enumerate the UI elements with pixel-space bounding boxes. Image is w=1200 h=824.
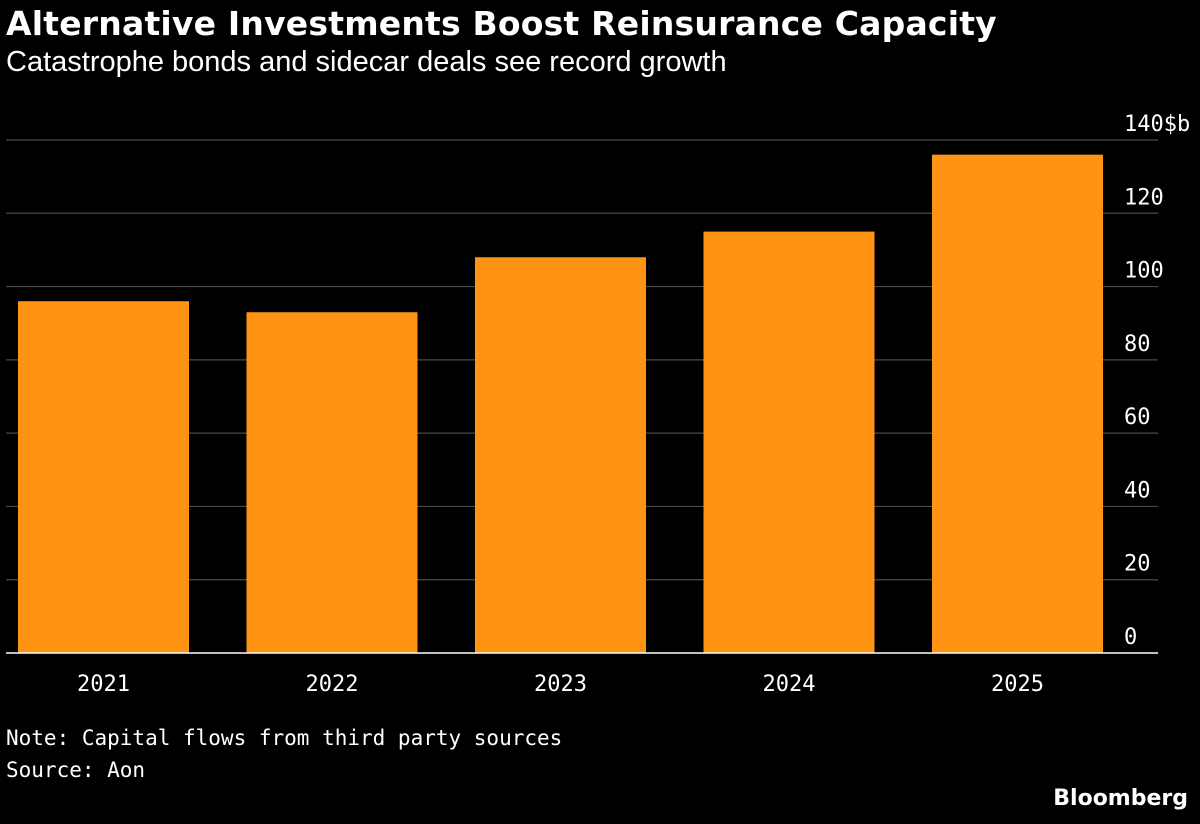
y-tick-label: 60 bbox=[1124, 405, 1151, 430]
x-tick-label: 2022 bbox=[306, 672, 359, 697]
x-tick-label: 2023 bbox=[534, 672, 587, 697]
bloomberg-logo: Bloomberg bbox=[1053, 786, 1188, 811]
y-tick-label: 120 bbox=[1124, 185, 1164, 210]
bar-chart: 0 20 40 60 80 100 120 140$b 2021 2022 2023 2024 2025 bbox=[6, 112, 1190, 697]
chart-subtitle: Catastrophe bonds and sidecar deals see … bbox=[6, 46, 727, 78]
y-tick-label: 0 bbox=[1124, 625, 1137, 650]
x-tick-label: 2025 bbox=[991, 672, 1044, 697]
y-tick-label: 140$b bbox=[1124, 112, 1190, 137]
y-tick-label: 20 bbox=[1124, 552, 1151, 577]
bar bbox=[18, 301, 189, 653]
x-tick-label: 2024 bbox=[763, 672, 816, 697]
y-tick-label: 80 bbox=[1124, 332, 1151, 357]
bar bbox=[703, 231, 875, 653]
bar bbox=[932, 154, 1103, 653]
bar bbox=[246, 312, 418, 653]
x-tick-label: 2021 bbox=[77, 672, 130, 697]
chart-title: Alternative Investments Boost Reinsuranc… bbox=[6, 4, 997, 43]
y-tick-label: 40 bbox=[1124, 478, 1151, 503]
bar bbox=[475, 257, 646, 653]
chart-note: Note: Capital flows from third party sou… bbox=[6, 726, 563, 750]
chart-source: Source: Aon bbox=[6, 758, 146, 782]
y-tick-label: 100 bbox=[1124, 259, 1164, 284]
